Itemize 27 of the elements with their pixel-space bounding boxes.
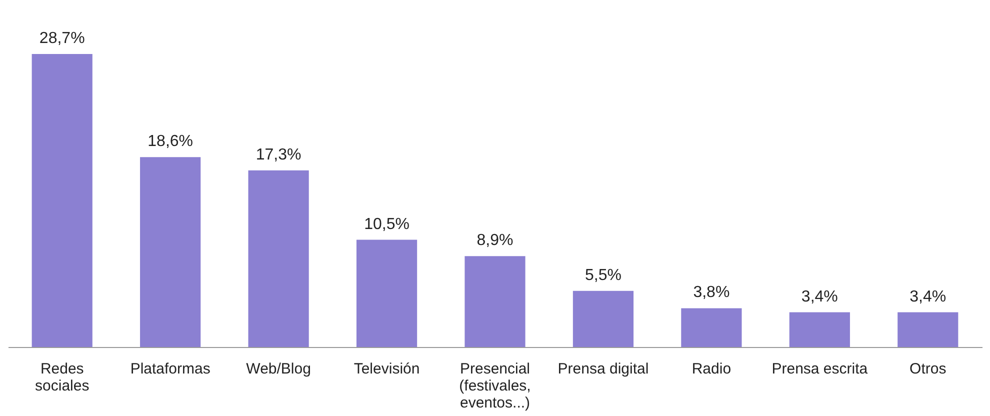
data-label: 3,8% — [693, 284, 730, 302]
x-tick-label: Plataformas — [130, 360, 210, 378]
bar — [789, 312, 850, 347]
x-tick-label: Web/Blog — [246, 360, 311, 378]
data-label: 3,4% — [801, 288, 838, 306]
data-label: 28,7% — [39, 30, 85, 47]
bar — [464, 256, 526, 347]
data-label: 17,3% — [256, 146, 302, 164]
data-label: 18,6% — [148, 133, 194, 150]
bar — [32, 54, 92, 347]
bar — [140, 157, 201, 347]
x-tick-label: Prensa escrita — [772, 360, 868, 378]
bar — [356, 240, 418, 347]
x-tick-label: Radio — [692, 360, 732, 378]
bar — [898, 312, 958, 347]
data-label: 10,5% — [364, 216, 410, 233]
data-label: 3,4% — [910, 288, 946, 306]
x-tick-label: Presencial (festivales, eventos...) — [459, 360, 531, 412]
x-tick-label: Prensa digital — [558, 360, 649, 378]
x-tick-label: Televisión — [354, 360, 420, 378]
bar — [572, 290, 634, 347]
bar — [248, 170, 309, 347]
x-tick-label: Redes sociales — [35, 360, 90, 394]
data-label: 5,5% — [584, 266, 622, 284]
x-tick-label: Otros — [910, 360, 946, 378]
bar — [681, 308, 742, 347]
data-label: 8,9% — [476, 232, 514, 250]
